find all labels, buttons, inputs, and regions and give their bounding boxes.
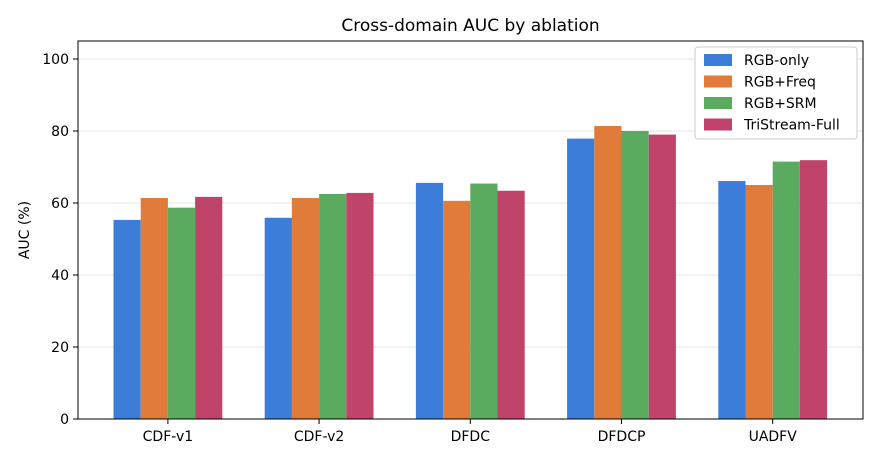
x-tick-label: DFDCP: [598, 429, 646, 445]
bar-rgb-only-dfdc: [415, 182, 444, 419]
y-tick-label: 40: [51, 268, 69, 284]
y-tick-label: 20: [51, 340, 69, 356]
bar-rgb-srm-cdf-v2: [319, 194, 347, 419]
bar-rgb-freq-dfdcp: [594, 125, 622, 420]
x-tick-label: DFDC: [451, 429, 491, 445]
y-tick-label: 80: [51, 124, 69, 140]
legend: RGB-only RGB+Freq RGB+SRM TriStream-Full: [694, 46, 858, 140]
y-axis: 0 20 40 60 80 100: [42, 52, 78, 428]
bar-rgb-freq-dfdc: [443, 200, 471, 419]
bar-rgb-only-cdf-v1: [113, 219, 141, 419]
x-tick-label: CDF-v1: [143, 429, 193, 445]
bar-tristream-full-dfdcp: [648, 134, 676, 419]
bars: [113, 125, 828, 420]
bar-rgb-freq-cdf-v1: [140, 197, 168, 419]
y-tick-label: 100: [42, 52, 69, 68]
bar-tristream-full-uadfv: [799, 160, 828, 419]
x-tick-label: UADFV: [749, 429, 798, 445]
bar-tristream-full-cdf-v2: [346, 192, 374, 419]
legend-label: RGB-only: [744, 53, 809, 69]
bar-rgb-srm-dfdc: [470, 183, 498, 419]
y-tick-label: 60: [51, 196, 69, 212]
bar-tristream-full-dfdc: [497, 190, 525, 419]
bar-rgb-srm-cdf-v1: [167, 207, 196, 419]
bar-rgb-freq-uadfv: [745, 185, 773, 419]
legend-swatch: [704, 118, 732, 131]
bar-rgb-only-cdf-v2: [264, 217, 292, 419]
bar-rgb-srm-uadfv: [772, 161, 800, 419]
legend-box: [694, 46, 858, 140]
bar-rgb-srm-dfdcp: [621, 131, 649, 419]
bar-rgb-only-uadfv: [718, 181, 746, 419]
legend-swatch: [704, 75, 732, 88]
bar-tristream-full-cdf-v1: [195, 196, 223, 419]
bar-rgb-only-dfdcp: [567, 138, 595, 419]
legend-label: RGB+Freq: [744, 75, 816, 91]
legend-swatch: [704, 97, 732, 109]
x-tick-label: CDF-v2: [294, 429, 344, 445]
chart-title: Cross-domain AUC by ablation: [341, 16, 599, 36]
y-tick-label: 0: [60, 412, 69, 428]
x-axis: CDF-v1 CDF-v2 DFDC DFDCP UADFV: [143, 419, 798, 445]
legend-label: RGB+SRM: [744, 96, 817, 112]
legend-swatch: [704, 54, 732, 66]
bar-rgb-freq-cdf-v2: [291, 197, 320, 419]
y-axis-label: AUC (%): [17, 201, 33, 259]
legend-label: TriStream-Full: [743, 118, 840, 134]
